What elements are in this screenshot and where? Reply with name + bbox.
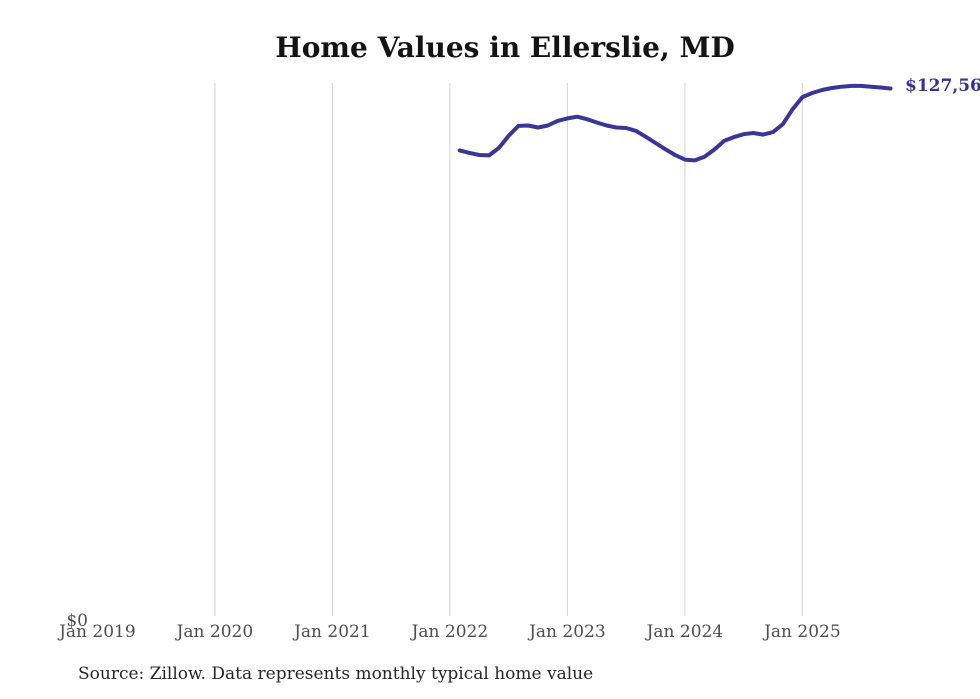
x-tick-label-jan-2020: Jan 2020 [176, 622, 254, 642]
chart-title: Home Values in Ellerslie, MD [275, 31, 735, 64]
x-tick-label-jan-2023: Jan 2023 [529, 622, 606, 642]
y-axis-zero-label: $0 [66, 611, 88, 631]
x-tick-label-jan-2021: Jan 2021 [294, 622, 371, 642]
x-tick-label-jan-2025: Jan 2025 [764, 622, 841, 642]
x-tick-label-jan-2022: Jan 2022 [411, 622, 489, 642]
source-note: Source: Zillow. Data represents monthly … [78, 664, 594, 684]
home-value-line [457, 83, 893, 163]
x-tick-label-jan-2019: Jan 2019 [59, 622, 136, 642]
x-tick-label-jan-2024: Jan 2024 [646, 622, 724, 642]
latest-value-label: $127,569 [905, 76, 980, 96]
